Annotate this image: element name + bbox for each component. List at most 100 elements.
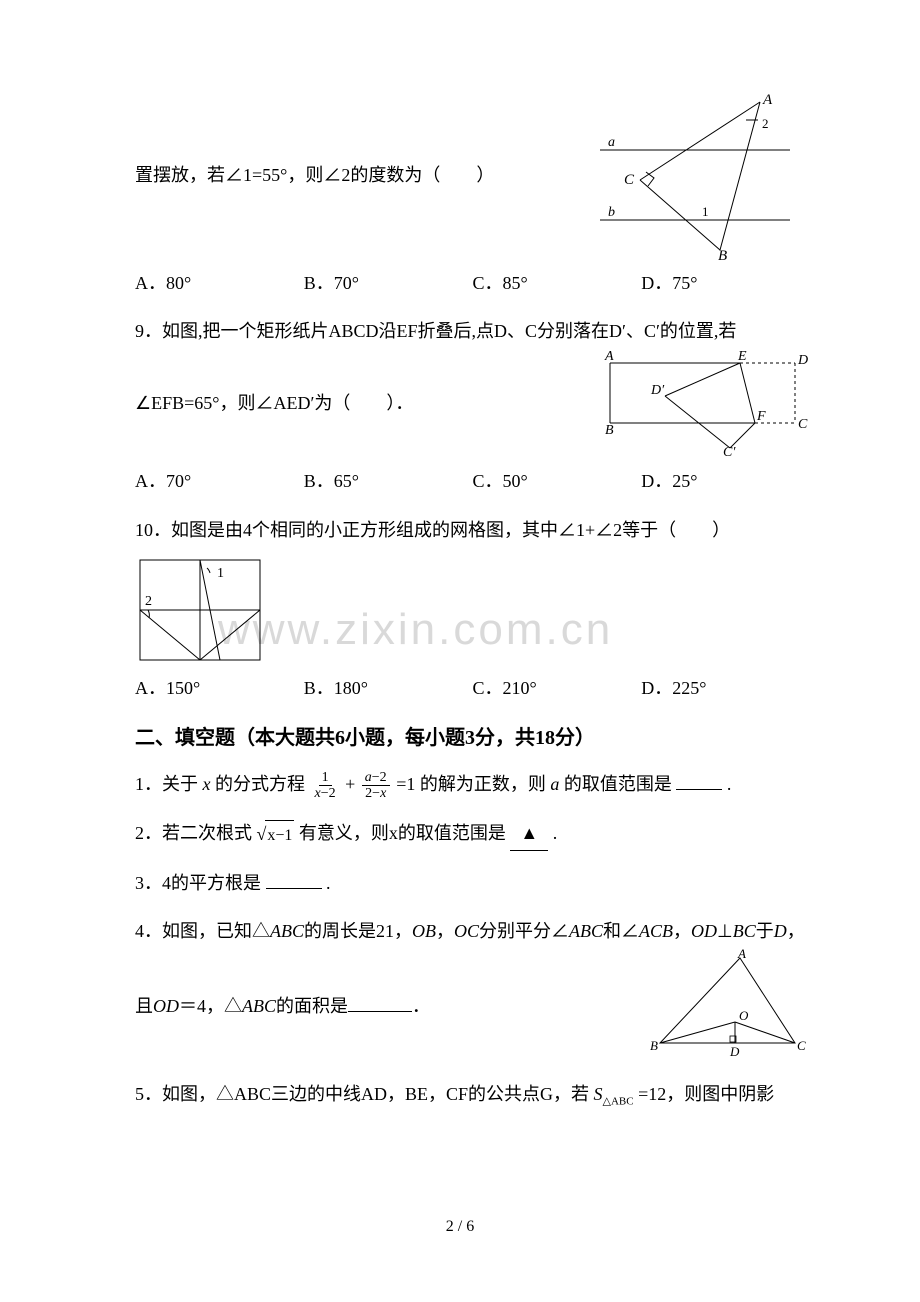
q8-label-a: a — [608, 135, 615, 150]
q4-C: C — [797, 1038, 806, 1053]
s2q1-a: a — [550, 774, 559, 794]
q8-opt-b: B．70° — [304, 266, 473, 300]
q10-opt-b: B．180° — [304, 671, 473, 705]
s2q2-end: . — [553, 823, 558, 843]
s2q4-l2pre: 且 — [135, 996, 153, 1016]
q9-opt-c: C．50° — [473, 464, 642, 498]
footer-page: 2 — [446, 1218, 454, 1235]
s2q4-bc: BC — [733, 921, 756, 941]
s2q5-sub: △ABC — [603, 1096, 634, 1108]
s2q4-abc2: ABC — [569, 921, 603, 941]
q9-Dp: D′ — [650, 383, 665, 398]
page-content: 置摆放，若∠1=55°，则∠2的度数为（ ） a b A B C 1 — [135, 90, 810, 1113]
q9-opt-d: D．25° — [641, 464, 810, 498]
q8-opt-d: D．75° — [641, 266, 810, 300]
s2q4-eq4: ＝4，△ — [179, 996, 242, 1016]
s2q1-post: 的取值范围是 — [564, 774, 672, 794]
q9-line1: 如图,把一个矩形纸片ABCD沿EF折叠后,点D、C分别落在D′、C′的位置,若 — [162, 321, 736, 341]
s2q4-od2: OD — [153, 996, 179, 1016]
q8-figure: a b A B C 1 2 — [590, 90, 810, 260]
question-10: 10．如图是由4个相同的小正方形组成的网格图，其中∠1+∠2等于（ ） 1 2 … — [135, 513, 810, 705]
frac2-den: 2−x — [362, 786, 389, 801]
q10-num: 10． — [135, 520, 171, 540]
s2q5-post: ，则图中阴影 — [666, 1084, 774, 1104]
frac1-num: 1 — [319, 770, 332, 786]
s2q3-pre: 3．4的平方根是 — [135, 873, 261, 893]
s2q4-d: D — [774, 921, 787, 941]
s2q1-mid1: 的分式方程 — [215, 774, 305, 794]
q9-C: C — [798, 417, 808, 432]
q8-opt-a: A．80° — [135, 266, 304, 300]
q8-label-C: C — [624, 172, 635, 188]
s2q4-l1pre: 如图，已知△ — [162, 921, 270, 941]
q9-line2: ∠EFB=65°，则∠AED′为（ ）． — [135, 393, 413, 413]
q8-text: 置摆放，若∠1=55°，则∠2的度数为（ ） — [135, 165, 494, 185]
s2q4-perp: ⊥ — [717, 921, 733, 941]
q4-B: B — [650, 1038, 658, 1053]
q8-label-ang1: 1 — [702, 204, 709, 219]
q8-label-A: A — [762, 92, 773, 108]
q9-E: E — [737, 349, 747, 364]
frac2-num-a: a — [365, 770, 372, 785]
s2q1-x: x — [203, 774, 211, 794]
page-footer: 2 / 6 — [0, 1212, 920, 1242]
q9-Cp: C′ — [723, 445, 736, 458]
s2q4-od: OD — [691, 921, 717, 941]
s2q2-blank: ▲ — [510, 816, 548, 851]
q8-label-b: b — [608, 205, 615, 220]
s2q4-at: 于 — [756, 921, 774, 941]
frac1-den-r: −2 — [321, 786, 336, 801]
q8-label-B: B — [718, 248, 727, 260]
footer-total: 6 — [466, 1218, 474, 1235]
q10-ang2: 2 — [145, 594, 152, 609]
footer-sep: / — [454, 1218, 466, 1235]
s2q4-c2: ， — [673, 921, 691, 941]
q8-opt-c: C．85° — [473, 266, 642, 300]
q8-label-ang2: 2 — [762, 116, 769, 131]
s2q5-num: 5． — [135, 1084, 162, 1104]
section2-q3: 3．4的平方根是 . — [135, 866, 810, 900]
s2q1-blank — [676, 772, 722, 790]
frac2-num-r: −2 — [372, 770, 387, 785]
s2q4-end: ． — [412, 996, 430, 1016]
q4-A: A — [737, 948, 746, 961]
q9-opt-b: B．65° — [304, 464, 473, 498]
q10-opt-c: C．210° — [473, 671, 642, 705]
q10-opt-a: A．150° — [135, 671, 304, 705]
s2q2-pre: 2．若二次根式 — [135, 823, 252, 843]
q9-F: F — [756, 409, 766, 424]
section2-q4: 4．如图，已知△ABC的周长是21，OB，OC分别平分∠ABC和∠ACB，OD⊥… — [135, 914, 810, 1063]
s2q1-eq: =1 — [396, 774, 415, 794]
q9-num: 9． — [135, 321, 162, 341]
s2q5-pre: 如图，△ABC三边的中线AD，BE，CF的公共点G，若 — [162, 1084, 589, 1104]
section2-q2: 2．若二次根式 √ x−1 有意义，则x的取值范围是 ▲ . — [135, 816, 810, 852]
s2q4-l2post: 的面积是 — [276, 996, 348, 1016]
question-8: 置摆放，若∠1=55°，则∠2的度数为（ ） a b A B C 1 — [135, 90, 810, 300]
s2q3-blank — [266, 871, 322, 889]
frac1-den: x−2 — [312, 786, 339, 801]
q9-figure: A B C D E F D′ C′ — [595, 348, 810, 458]
section2-q1: 1．关于 x 的分式方程 1 x−2 + a−2 2−x =1 的解为正数，则 … — [135, 767, 810, 802]
s2q4-l1m2: 分别平分∠ — [479, 921, 569, 941]
s2q3-end: . — [326, 873, 331, 893]
q10-ang1: 1 — [217, 566, 224, 581]
q9-A: A — [604, 349, 614, 364]
q9-options: A．70° B．65° C．50° D．25° — [135, 464, 810, 498]
s2q1-pre: 1．关于 — [135, 774, 198, 794]
frac2-den-l: 2− — [365, 786, 380, 801]
frac2-num: a−2 — [362, 770, 390, 786]
frac2-den-x: x — [380, 786, 386, 801]
s2q1-end: . — [727, 774, 732, 794]
sqrt-expr: √ x−1 — [257, 817, 295, 851]
sqrt-arg: x−1 — [265, 820, 294, 851]
s2q4-abc: ABC — [270, 921, 304, 941]
s2q2-post: 有意义，则x的取值范围是 — [299, 823, 506, 843]
q4-D: D — [729, 1044, 740, 1059]
s2q1-plus: + — [345, 774, 355, 794]
q8-options: A．80° B．70° C．85° D．75° — [135, 266, 810, 300]
s2q4-l1m1: 的周长是21， — [304, 921, 412, 941]
q9-D: D — [797, 353, 808, 368]
s2q4-and: 和∠ — [603, 921, 639, 941]
section2-q5: 5．如图，△ABC三边的中线AD，BE，CF的公共点G，若 S△ABC =12，… — [135, 1077, 810, 1112]
q10-opt-d: D．225° — [641, 671, 810, 705]
